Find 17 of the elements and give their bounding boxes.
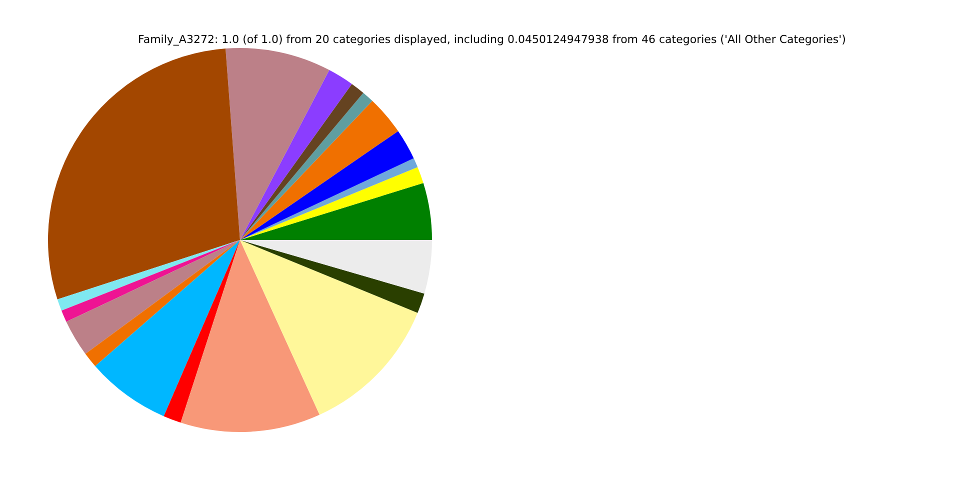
pie-slice bbox=[240, 131, 414, 240]
pie-slice bbox=[57, 240, 240, 311]
pie-slice bbox=[95, 240, 240, 416]
pie-slice bbox=[164, 240, 240, 423]
pie-slice bbox=[240, 240, 418, 415]
text: Family_A3272: 1.0 (of 1.0) from 20 categories displayed, including 0.0450124947938 from 46 categories ('All Other Categories') bbox=[138, 32, 846, 46]
pie-slice bbox=[240, 100, 398, 240]
pie-slice bbox=[61, 240, 240, 322]
pie-slice bbox=[240, 182, 432, 240]
pie-slice bbox=[240, 70, 352, 240]
pie-slice bbox=[66, 240, 240, 354]
pie-slice bbox=[240, 240, 432, 294]
pie-slice bbox=[48, 48, 240, 300]
pie-slice bbox=[240, 240, 424, 313]
pie-slice bbox=[180, 240, 320, 432]
pie-slice bbox=[226, 48, 330, 240]
pie-slice bbox=[85, 240, 240, 366]
